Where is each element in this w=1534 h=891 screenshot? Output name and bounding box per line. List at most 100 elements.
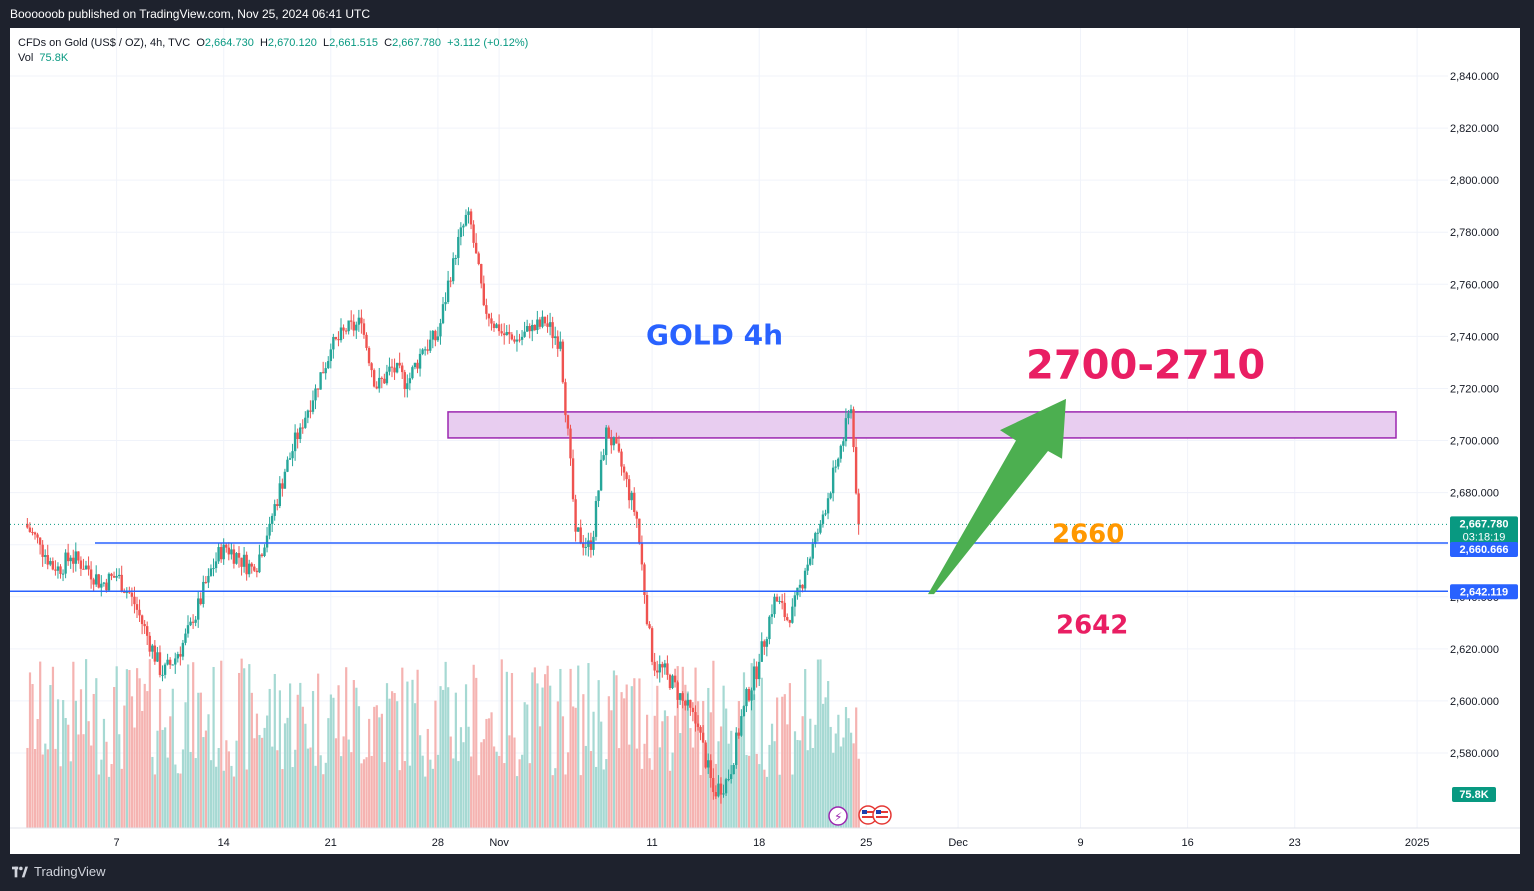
- volume-bar: [431, 768, 434, 828]
- tradingview-logo[interactable]: TradingView: [12, 864, 106, 879]
- candle-body: [834, 466, 837, 468]
- candle-body: [457, 236, 460, 258]
- volume-bar: [164, 727, 167, 828]
- candle-body: [523, 331, 526, 337]
- volume-bar: [748, 755, 751, 828]
- volume-bar: [791, 774, 794, 828]
- volume-bar: [582, 694, 585, 828]
- candle-body: [235, 553, 238, 564]
- candle-body: [301, 427, 304, 429]
- candle-body: [258, 554, 261, 573]
- volume-bar: [482, 739, 485, 828]
- candle-body: [576, 527, 580, 532]
- chart-area[interactable]: GOLD 4h 2700-2710 2660 2642 ⚡ 2,580.000 2,600.…: [10, 28, 1520, 854]
- candle-body: [156, 652, 159, 662]
- candle-body: [645, 594, 649, 625]
- volume-bar: [370, 755, 373, 828]
- candle-body: [311, 400, 315, 412]
- volume-bar: [760, 677, 763, 828]
- volume-bar: [49, 685, 52, 828]
- volume-bar: [503, 763, 506, 828]
- volume-bar: [286, 717, 289, 828]
- volume-bar: [413, 703, 417, 828]
- volume-badge-label: 75.8K: [1459, 789, 1488, 801]
- volume-bar: [100, 759, 103, 828]
- legend-open-label: O: [196, 37, 205, 49]
- volume-bar: [727, 743, 730, 828]
- legend-symbol[interactable]: CFDs on Gold (US$ / OZ), 4h, TVC: [18, 37, 191, 49]
- candle-body: [253, 566, 256, 571]
- candle-body: [339, 327, 343, 341]
- legend-change: +3.112 (+0.12%): [447, 37, 529, 49]
- candle-body: [826, 498, 830, 514]
- candle-body: [77, 551, 80, 561]
- candle-body: [426, 349, 429, 351]
- candle-body: [314, 388, 317, 401]
- volume-bar: [457, 761, 460, 828]
- legend-vol-label[interactable]: Vol: [18, 52, 34, 64]
- volume-bar: [197, 692, 200, 828]
- candle-body: [383, 378, 386, 384]
- level-badge: [1450, 541, 1518, 557]
- volume-bar: [684, 684, 687, 828]
- candle-body: [707, 760, 710, 768]
- candle-body: [350, 320, 353, 322]
- volume-bar: [110, 764, 113, 828]
- published-text: Boooooob published on TradingView.com, N…: [10, 7, 371, 21]
- candle-body: [219, 547, 223, 560]
- candle-body: [342, 327, 345, 331]
- volume-bar: [765, 776, 769, 828]
- volume-bar: [526, 704, 529, 828]
- candle-body: [444, 302, 447, 305]
- candle-body: [69, 557, 72, 562]
- volume-bar: [46, 749, 49, 828]
- volume-bar: [426, 728, 429, 828]
- candle-body: [704, 742, 707, 768]
- candle-body: [849, 409, 853, 414]
- volume-bar: [301, 706, 304, 828]
- volume-bar: [676, 666, 679, 828]
- volume-bar: [283, 723, 287, 828]
- volume-bar: [255, 713, 259, 828]
- volume-bar: [368, 718, 371, 828]
- legend-row-volume: Vol 75.8K: [18, 51, 528, 66]
- candle-body: [418, 353, 422, 369]
- volume-bar: [227, 751, 230, 828]
- volume-bar: [847, 718, 850, 828]
- candle-body: [347, 320, 350, 332]
- x-tick-label: 28: [432, 837, 444, 849]
- volume-bar: [373, 706, 376, 828]
- volume-bar: [396, 701, 399, 828]
- volume-bar: [424, 776, 427, 828]
- volume-bar: [656, 685, 659, 828]
- volume-bar: [26, 747, 29, 828]
- candle-body: [610, 438, 613, 446]
- volume-bar: [217, 747, 220, 828]
- volume-bar: [90, 745, 93, 828]
- chart-canvas[interactable]: GOLD 4h 2700-2710 2660 2642 ⚡ 2,580.000 2,600.…: [10, 28, 1520, 854]
- candle-body: [352, 321, 355, 331]
- candle-body: [327, 361, 330, 369]
- volume-bar: [79, 689, 83, 828]
- volume-bar: [811, 747, 814, 828]
- candle-body: [408, 378, 412, 384]
- volume-bar: [691, 747, 695, 828]
- volume-bar: [174, 764, 177, 828]
- candle-body: [735, 732, 738, 766]
- volume-bar: [758, 764, 761, 828]
- candle-body: [161, 674, 164, 676]
- volume-bar: [821, 703, 825, 828]
- candle-body: [684, 700, 687, 706]
- candle-body: [503, 333, 506, 336]
- volume-bar: [317, 673, 320, 828]
- candle-body: [123, 591, 126, 593]
- candle-body: [166, 659, 169, 665]
- volume-bar: [202, 737, 205, 828]
- volume-bar: [623, 698, 626, 828]
- legend-row-ohlc: CFDs on Gold (US$ / OZ), 4h, TVC O2,664.…: [18, 36, 528, 51]
- volume-bar: [238, 672, 241, 828]
- volume-bar: [406, 681, 409, 828]
- candle-body: [209, 568, 213, 576]
- candle-body: [497, 324, 501, 332]
- us-flag-event-icon: [872, 805, 892, 825]
